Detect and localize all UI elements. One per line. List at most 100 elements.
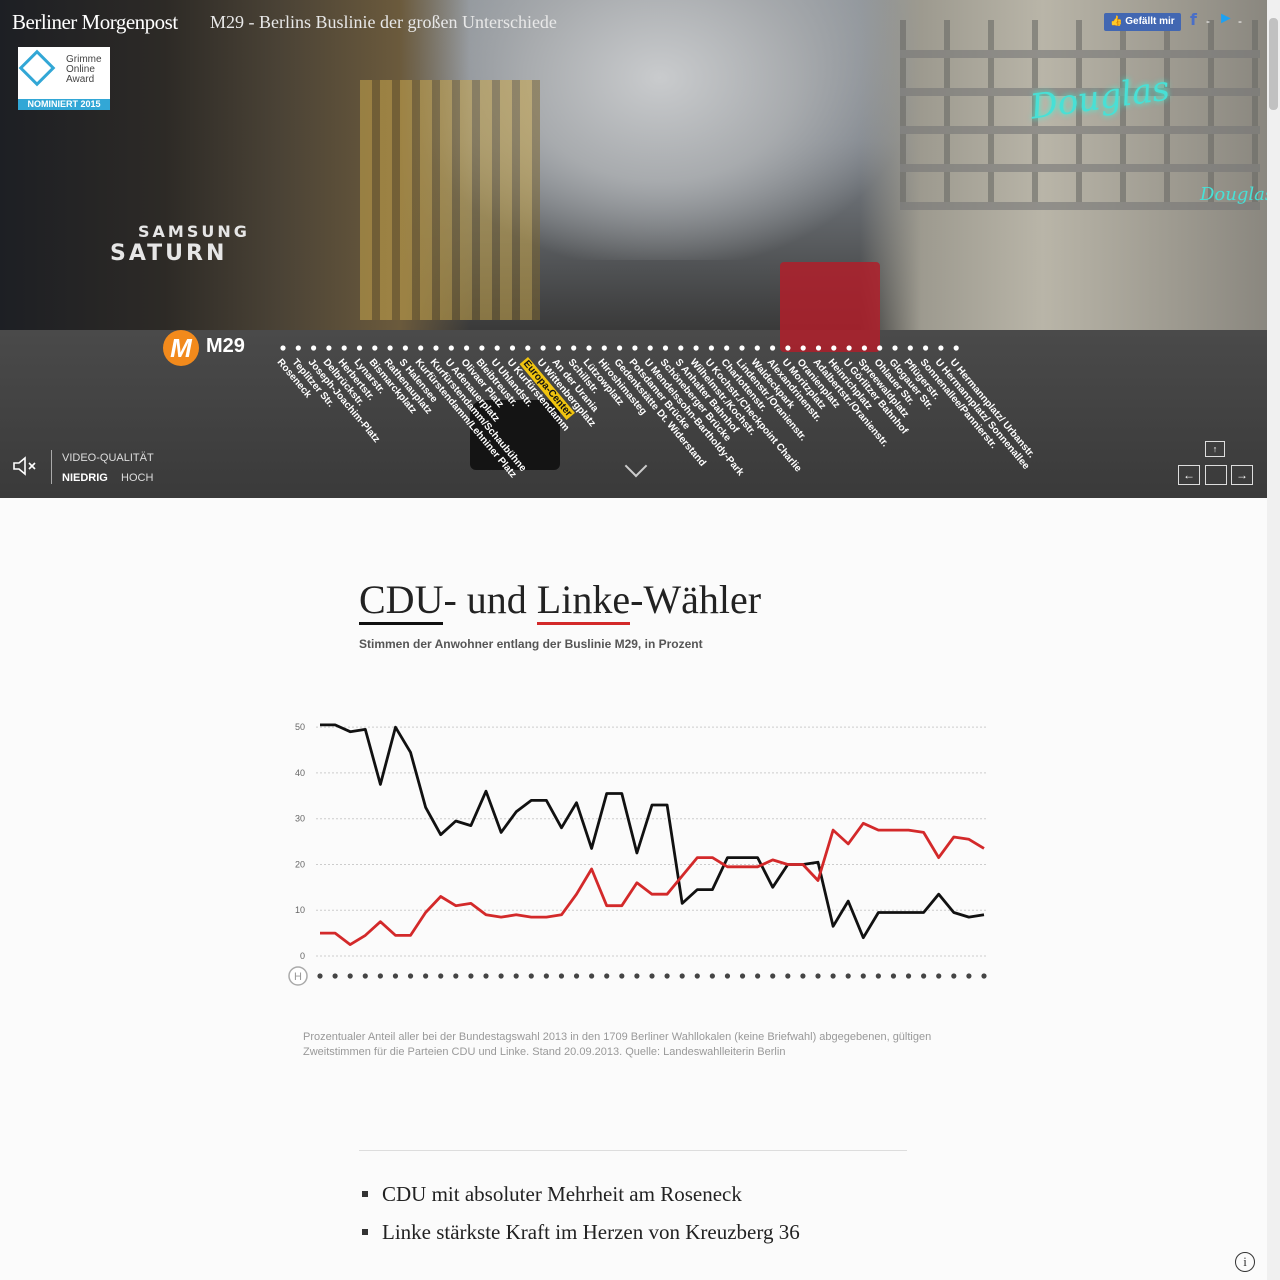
nav-center-button[interactable]: [1205, 465, 1227, 485]
stop-marker[interactable]: [785, 973, 791, 979]
stop-dot[interactable]: [479, 345, 485, 351]
stop-marker[interactable]: [362, 973, 368, 979]
stop-marker[interactable]: [709, 973, 715, 979]
stop-marker[interactable]: [468, 973, 474, 979]
stop-dot[interactable]: [632, 345, 638, 351]
stop-dot[interactable]: [693, 345, 699, 351]
twitter-icon[interactable]: ►: [1218, 10, 1234, 27]
stop-marker[interactable]: [890, 973, 897, 979]
stop-dot[interactable]: [525, 345, 531, 351]
stop-marker[interactable]: [981, 973, 987, 979]
stop-marker[interactable]: [936, 973, 942, 979]
stop-marker[interactable]: [423, 973, 429, 979]
stop-marker[interactable]: [679, 973, 685, 979]
stop-dot[interactable]: [770, 345, 776, 351]
brand-logo[interactable]: Berliner Morgenpost: [12, 10, 178, 34]
stop-dot[interactable]: [907, 345, 913, 351]
stop-marker[interactable]: [589, 973, 595, 979]
quality-low-button[interactable]: NIEDRIG: [62, 472, 108, 484]
stop-dot[interactable]: [387, 345, 393, 351]
stop-marker[interactable]: [332, 973, 338, 979]
stop-dot[interactable]: [601, 345, 607, 351]
stop-dot[interactable]: [617, 345, 623, 351]
stop-marker[interactable]: [845, 973, 851, 979]
stop-marker[interactable]: [619, 973, 625, 979]
facebook-like-button[interactable]: 👍 Gefällt mir: [1104, 13, 1181, 31]
stop-marker[interactable]: [664, 973, 670, 979]
facebook-icon[interactable]: f: [1190, 10, 1197, 29]
stop-marker[interactable]: [755, 973, 761, 979]
stop-dot[interactable]: [739, 345, 745, 351]
stop-marker[interactable]: [830, 973, 836, 979]
stop-dot[interactable]: [785, 345, 791, 351]
stop-dot[interactable]: [356, 345, 363, 351]
stop-marker[interactable]: [573, 973, 580, 979]
page-scrollbar[interactable]: [1267, 0, 1280, 1280]
stop-marker[interactable]: [317, 973, 323, 979]
stop-dot[interactable]: [433, 345, 439, 351]
stop-dot[interactable]: [280, 345, 286, 351]
stop-dot[interactable]: [678, 345, 684, 351]
stop-marker[interactable]: [860, 973, 866, 979]
stop-dot[interactable]: [402, 345, 408, 351]
stop-dot[interactable]: [754, 345, 760, 351]
quality-high-button[interactable]: HOCH: [121, 472, 154, 484]
nav-up-button[interactable]: ↑: [1205, 441, 1225, 457]
stop-marker[interactable]: [951, 973, 957, 979]
stop-dot[interactable]: [494, 345, 500, 351]
stop-dot[interactable]: [846, 345, 852, 351]
stop-dot[interactable]: [372, 345, 378, 351]
stop-dot[interactable]: [571, 345, 577, 351]
stop-marker[interactable]: [800, 973, 806, 979]
stop-marker[interactable]: [543, 973, 549, 979]
stop-marker[interactable]: [392, 973, 399, 979]
stop-dot[interactable]: [662, 345, 669, 351]
nav-prev-button[interactable]: ←: [1178, 465, 1200, 485]
grimme-award-badge[interactable]: Grimme Online Award NOMINIERT 2015: [18, 47, 110, 110]
stop-dot[interactable]: [724, 345, 730, 351]
stop-dot[interactable]: [326, 345, 332, 351]
stop-marker[interactable]: [649, 973, 655, 979]
info-icon[interactable]: i: [1235, 1252, 1255, 1272]
stop-dot[interactable]: [295, 345, 301, 351]
stop-marker[interactable]: [407, 973, 414, 979]
stop-marker[interactable]: [905, 973, 912, 979]
stop-dot[interactable]: [938, 345, 944, 351]
stop-marker[interactable]: [634, 973, 640, 979]
stop-marker[interactable]: [377, 973, 383, 979]
stop-dot[interactable]: [540, 345, 546, 351]
nav-next-button[interactable]: →: [1231, 465, 1253, 485]
stop-dot[interactable]: [311, 345, 317, 351]
stop-dot[interactable]: [418, 345, 424, 351]
stop-dot[interactable]: [953, 345, 959, 351]
stop-dot[interactable]: [815, 345, 822, 351]
scrollbar-thumb[interactable]: [1269, 18, 1278, 110]
stop-dot[interactable]: [341, 345, 347, 351]
stop-marker[interactable]: [815, 973, 821, 979]
stop-marker[interactable]: [513, 973, 519, 979]
stop-dot[interactable]: [647, 345, 653, 351]
stop-dot[interactable]: [861, 345, 868, 351]
stop-marker[interactable]: [966, 973, 972, 979]
stop-marker[interactable]: [770, 973, 776, 979]
stop-marker[interactable]: [558, 973, 565, 979]
stop-dot[interactable]: [448, 345, 454, 351]
stop-marker[interactable]: [604, 973, 610, 979]
stop-marker[interactable]: [483, 973, 489, 979]
stop-dot[interactable]: [509, 345, 516, 351]
stop-marker[interactable]: [528, 973, 534, 979]
stop-marker[interactable]: [724, 973, 731, 979]
stop-marker[interactable]: [347, 973, 353, 979]
stop-marker[interactable]: [739, 973, 746, 979]
stop-marker[interactable]: [875, 973, 881, 979]
stop-dot[interactable]: [831, 345, 837, 351]
stop-marker[interactable]: [694, 973, 700, 979]
stop-dot[interactable]: [892, 345, 898, 351]
stop-dot[interactable]: [586, 345, 592, 351]
stop-marker[interactable]: [921, 973, 927, 979]
stop-marker[interactable]: [498, 973, 504, 979]
mute-icon[interactable]: [12, 455, 38, 477]
stop-dot[interactable]: [555, 345, 561, 351]
stop-dot[interactable]: [877, 345, 883, 351]
stop-dot[interactable]: [800, 345, 806, 351]
